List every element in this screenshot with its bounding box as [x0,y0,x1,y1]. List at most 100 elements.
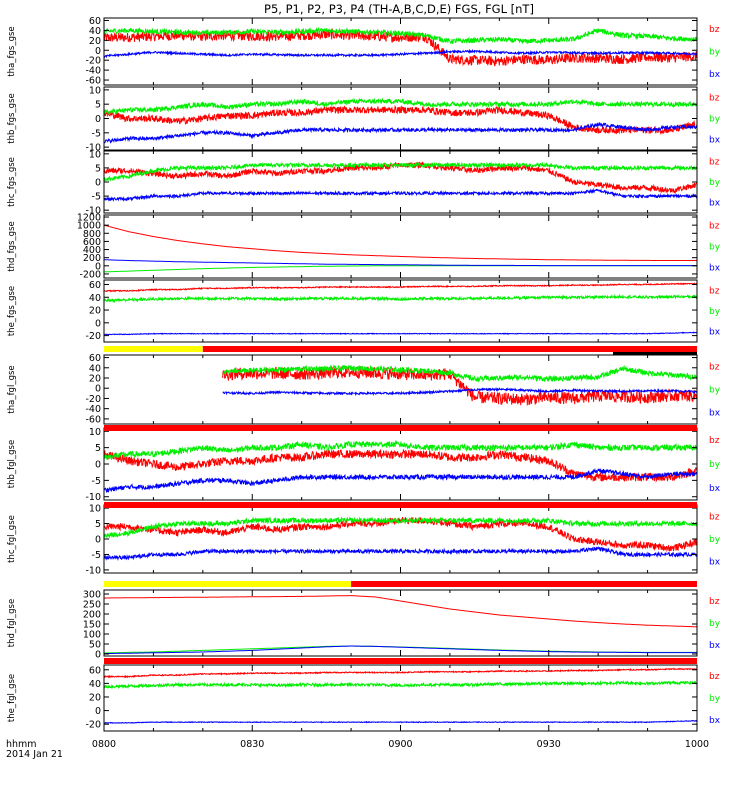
legend-label-by: by [709,460,721,470]
y-tick-label: 150 [83,620,101,631]
series-line-by [103,97,698,116]
legend-label-bx: bx [709,409,721,419]
series-line-by [103,293,698,304]
legend-label-by: by [709,386,721,396]
time-axis: 0800 0830 0900 0930 1000 [92,739,709,750]
series-line-bx [103,719,698,725]
legend-label-bx: bx [709,641,721,651]
y-tick-label: 0 [95,114,101,125]
y-tick-label: 20 [89,692,101,703]
x-tick-label: 0900 [388,739,412,750]
panel-the_fgs_gse: 60 40 200 -20 the_fgs_gse bz by bx [7,279,721,343]
panel-ylabel: thb_fgs_gse [7,93,17,144]
legend-label-by: by [709,694,721,704]
x-tick-label: 0830 [240,739,264,750]
y-tick-label: 400 [83,245,101,256]
y-tick-label: 60 [89,665,101,676]
figure-title: P5, P1, P2, P3, P4 (TH-A,B,C,D,E) FGS, F… [264,2,534,16]
panel-the_fgl_gse: 60 40 20 0 -20 the_fgl_gse bz by bx [7,664,721,732]
series-line-bz [104,595,697,628]
y-tick-label: 1200 [77,213,101,224]
series-line-bx [104,645,697,655]
x-tick-label: 0800 [92,739,116,750]
y-tick-label: 10 [89,85,101,96]
panel-ylabel: thc_fgl_gse [7,515,17,563]
x-tick-label: 1000 [685,739,709,750]
panel-thb_fgs_gse: 10 5 0 -5 -10 thb_fgs_gse bz by bx [7,85,721,153]
series-line-bz [103,224,697,261]
series-line-bz [103,667,698,679]
legend-label-bz: bz [709,286,720,296]
y-tick-label: -20 [85,331,101,342]
panel-frame [103,17,698,86]
panel-frame [103,150,698,214]
y-tick-label: 20 [89,36,101,47]
legend-label-by: by [709,619,721,629]
legend-label-by: by [709,243,721,253]
legend-label-bx: bx [709,70,721,80]
y-tick-label: -60 [85,76,101,87]
legend-label-bz: bz [709,222,720,232]
y-tick-label: -10 [85,492,101,503]
y-tick-label: 0 [95,318,101,329]
y-tick-label: 800 [83,229,101,240]
panel-ylabel: tha_fgl_gse [7,365,17,413]
series-line-bx [103,187,698,202]
mode-bar-segment [104,502,697,508]
y-tick-label: 200 [83,610,101,621]
y-tick-label: 100 [83,630,101,641]
y-tick-label: 5 [95,443,101,454]
series-line-bz [103,448,698,483]
series-line-by [103,161,698,183]
series-line-bz [103,105,698,136]
legend-label-by: by [709,48,721,58]
y-tick-label: 40 [89,26,101,37]
legend-label-bx: bx [709,558,721,568]
y-tick-label: -40 [85,404,101,415]
series-line-by [103,516,698,539]
legend-label-bz: bz [709,157,720,167]
series-line-by [103,439,698,461]
y-tick-label: 1000 [77,221,101,232]
y-tick-label: 20 [89,374,101,385]
y-tick-label: 5 [95,100,101,111]
y-tick-label: 10 [89,149,101,160]
y-tick-label: 60 [89,353,101,364]
legend-label-bx: bx [709,264,721,274]
y-tick-label: -20 [85,720,101,731]
legend-label-bz: bz [709,597,720,607]
series-line-bz [103,28,698,68]
y-tick-label: -60 [85,414,101,425]
y-tick-label: -40 [85,66,101,77]
legend-label-by: by [709,178,721,188]
series-line-bx [222,386,697,397]
series-line-by [103,26,698,45]
series-line-bx [103,331,698,336]
series-line-by [104,265,697,273]
y-tick-label: 0 [95,178,101,189]
panel-ylabel: the_fgs_gse [7,286,17,336]
mode-bar-segment [104,346,203,352]
legend-label-bz: bz [709,512,720,522]
y-tick-label: 40 [89,363,101,374]
date-label: 2014 Jan 21 [6,749,63,760]
y-tick-label: 200 [83,253,101,264]
panel-thc_fgs_gse: 10 5 0 -5 -10 thc_fgs_gse bz by bx [7,149,721,216]
legend-label-bz: bz [709,25,720,35]
legend-label-by: by [709,307,721,317]
y-tick-label: 0 [95,384,101,395]
legend-label-bz: bz [709,436,720,446]
y-tick-label: 5 [95,519,101,530]
panel-thc_fgl_gse: 10 5 0 -5 -10 thc_fgl_gse bz by bx [7,504,721,577]
legend-label-bz: bz [709,363,720,373]
y-tick-label: 250 [83,600,101,611]
panel-frame [103,504,698,574]
y-tick-label: -20 [85,56,101,67]
legend-label-bz: bz [709,672,720,682]
y-tick-label: 0 [95,535,101,546]
y-tick-label: -5 [92,476,101,487]
